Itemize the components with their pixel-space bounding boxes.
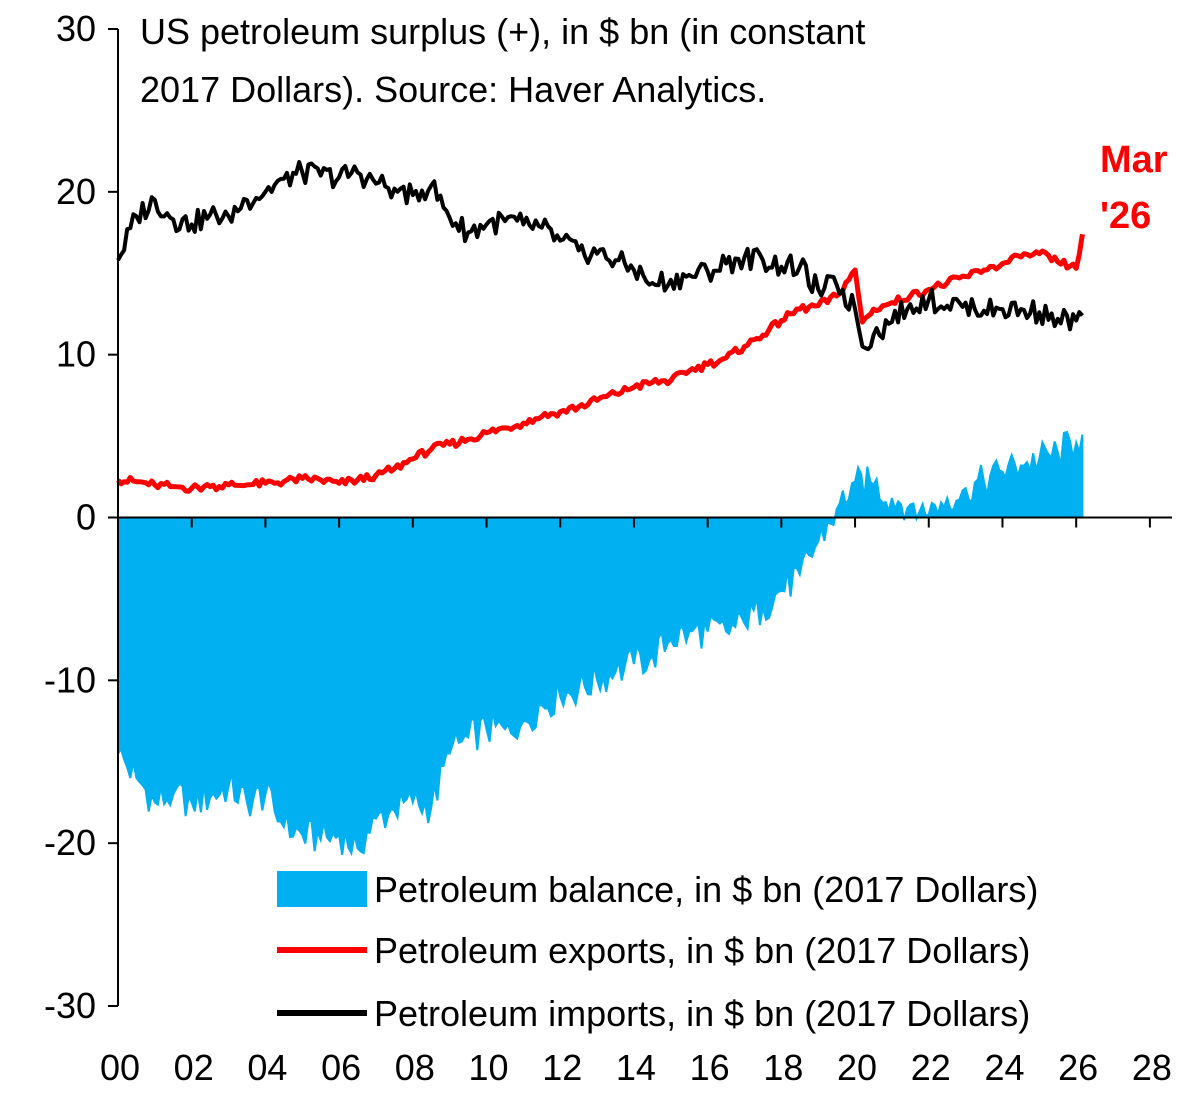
x-tick-label: 12 [542,1047,582,1088]
legend-item-balance: Petroleum balance, in $ bn (2017 Dollars… [277,869,1038,910]
x-tick-label: 18 [763,1047,803,1088]
x-tick-label: 10 [469,1047,509,1088]
x-tick-label: 24 [984,1047,1024,1088]
x-tick-label: 16 [690,1047,730,1088]
legend-item-imports: Petroleum imports, in $ bn (2017 Dollars… [277,993,1030,1034]
legend: Petroleum balance, in $ bn (2017 Dollars… [277,869,1038,1034]
x-tick-label: 22 [911,1047,951,1088]
annotation-line-1: Mar [1100,139,1168,181]
chart-title-line-2: 2017 Dollars). Source: Haver Analytics. [140,69,766,110]
x-tick-label: 00 [100,1047,140,1088]
legend-label-balance: Petroleum balance, in $ bn (2017 Dollars… [374,869,1038,910]
series-imports-line [116,160,1084,352]
x-tick-label: 04 [247,1047,287,1088]
series-exports-line [116,233,1085,494]
y-tick-label: 0 [76,497,96,538]
chart-text: US petroleum surplus (+), in $ bn (in co… [140,11,1168,237]
x-tick-label: 06 [321,1047,361,1088]
x-tick-label: 14 [616,1047,656,1088]
x-tick-label: 26 [1058,1047,1098,1088]
y-tick-label: 10 [56,334,96,375]
x-tick-label: 20 [837,1047,877,1088]
legend-label-imports: Petroleum imports, in $ bn (2017 Dollars… [374,993,1030,1034]
y-tick-label: -30 [44,985,96,1026]
annotation-line-2: '26 [1100,195,1151,237]
y-tick-label: 30 [56,8,96,49]
legend-item-exports: Petroleum exports, in $ bn (2017 Dollars… [277,930,1030,971]
x-tick-label: 08 [395,1047,435,1088]
legend-label-exports: Petroleum exports, in $ bn (2017 Dollars… [374,930,1030,971]
chart-title-line-1: US petroleum surplus (+), in $ bn (in co… [140,11,865,52]
y-tick-label: 20 [56,171,96,212]
y-tick-label: -20 [44,822,96,863]
y-tick-label: -10 [44,659,96,700]
legend-swatch-balance [277,871,367,907]
series-balance-area [117,430,1084,857]
x-tick-label: 28 [1132,1047,1172,1088]
x-tick-label: 02 [174,1047,214,1088]
plot-area [116,160,1085,857]
